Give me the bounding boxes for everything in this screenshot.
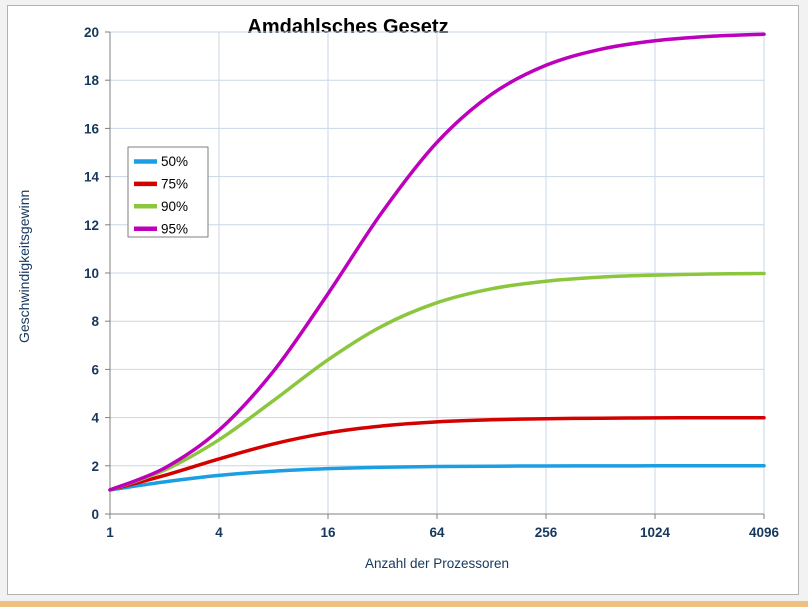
curve-50%	[108, 464, 766, 492]
y-tick-label: 2	[91, 459, 99, 474]
x-tick-label: 4096	[749, 525, 780, 540]
curve-90%	[108, 271, 766, 492]
y-tick-label: 20	[84, 25, 99, 40]
legend-label-95%: 95%	[161, 221, 188, 236]
x-tick-label: 16	[320, 525, 336, 540]
y-tick-label: 4	[91, 411, 99, 426]
x-axis-label: Anzahl der Prozessoren	[364, 556, 510, 571]
x-tick-label: 1024	[640, 525, 671, 540]
x-tick-label: 64	[429, 525, 445, 540]
y-tick-label: 12	[84, 218, 99, 233]
curve-75%	[108, 415, 766, 492]
y-tick-label: 6	[91, 362, 99, 377]
legend-label-90%: 90%	[161, 199, 188, 214]
legend-label-50%: 50%	[161, 154, 188, 169]
y-tick-label: 16	[84, 121, 100, 136]
x-tick-label: 256	[535, 525, 558, 540]
chart-frame: Amdahlsches Gesetz Geschwindigkeitsgewin…	[7, 5, 799, 595]
x-tick-label: 4	[215, 525, 223, 540]
y-tick-label: 14	[84, 170, 100, 185]
y-tick-label: 10	[84, 266, 99, 281]
legend-label-75%: 75%	[161, 177, 188, 192]
y-tick-label: 0	[91, 507, 99, 522]
x-tick-label: 1	[106, 525, 114, 540]
curve-95%	[108, 32, 766, 492]
y-tick-label: 8	[91, 314, 99, 329]
bottom-edge-strip	[0, 601, 808, 607]
y-tick-label: 18	[84, 73, 100, 88]
